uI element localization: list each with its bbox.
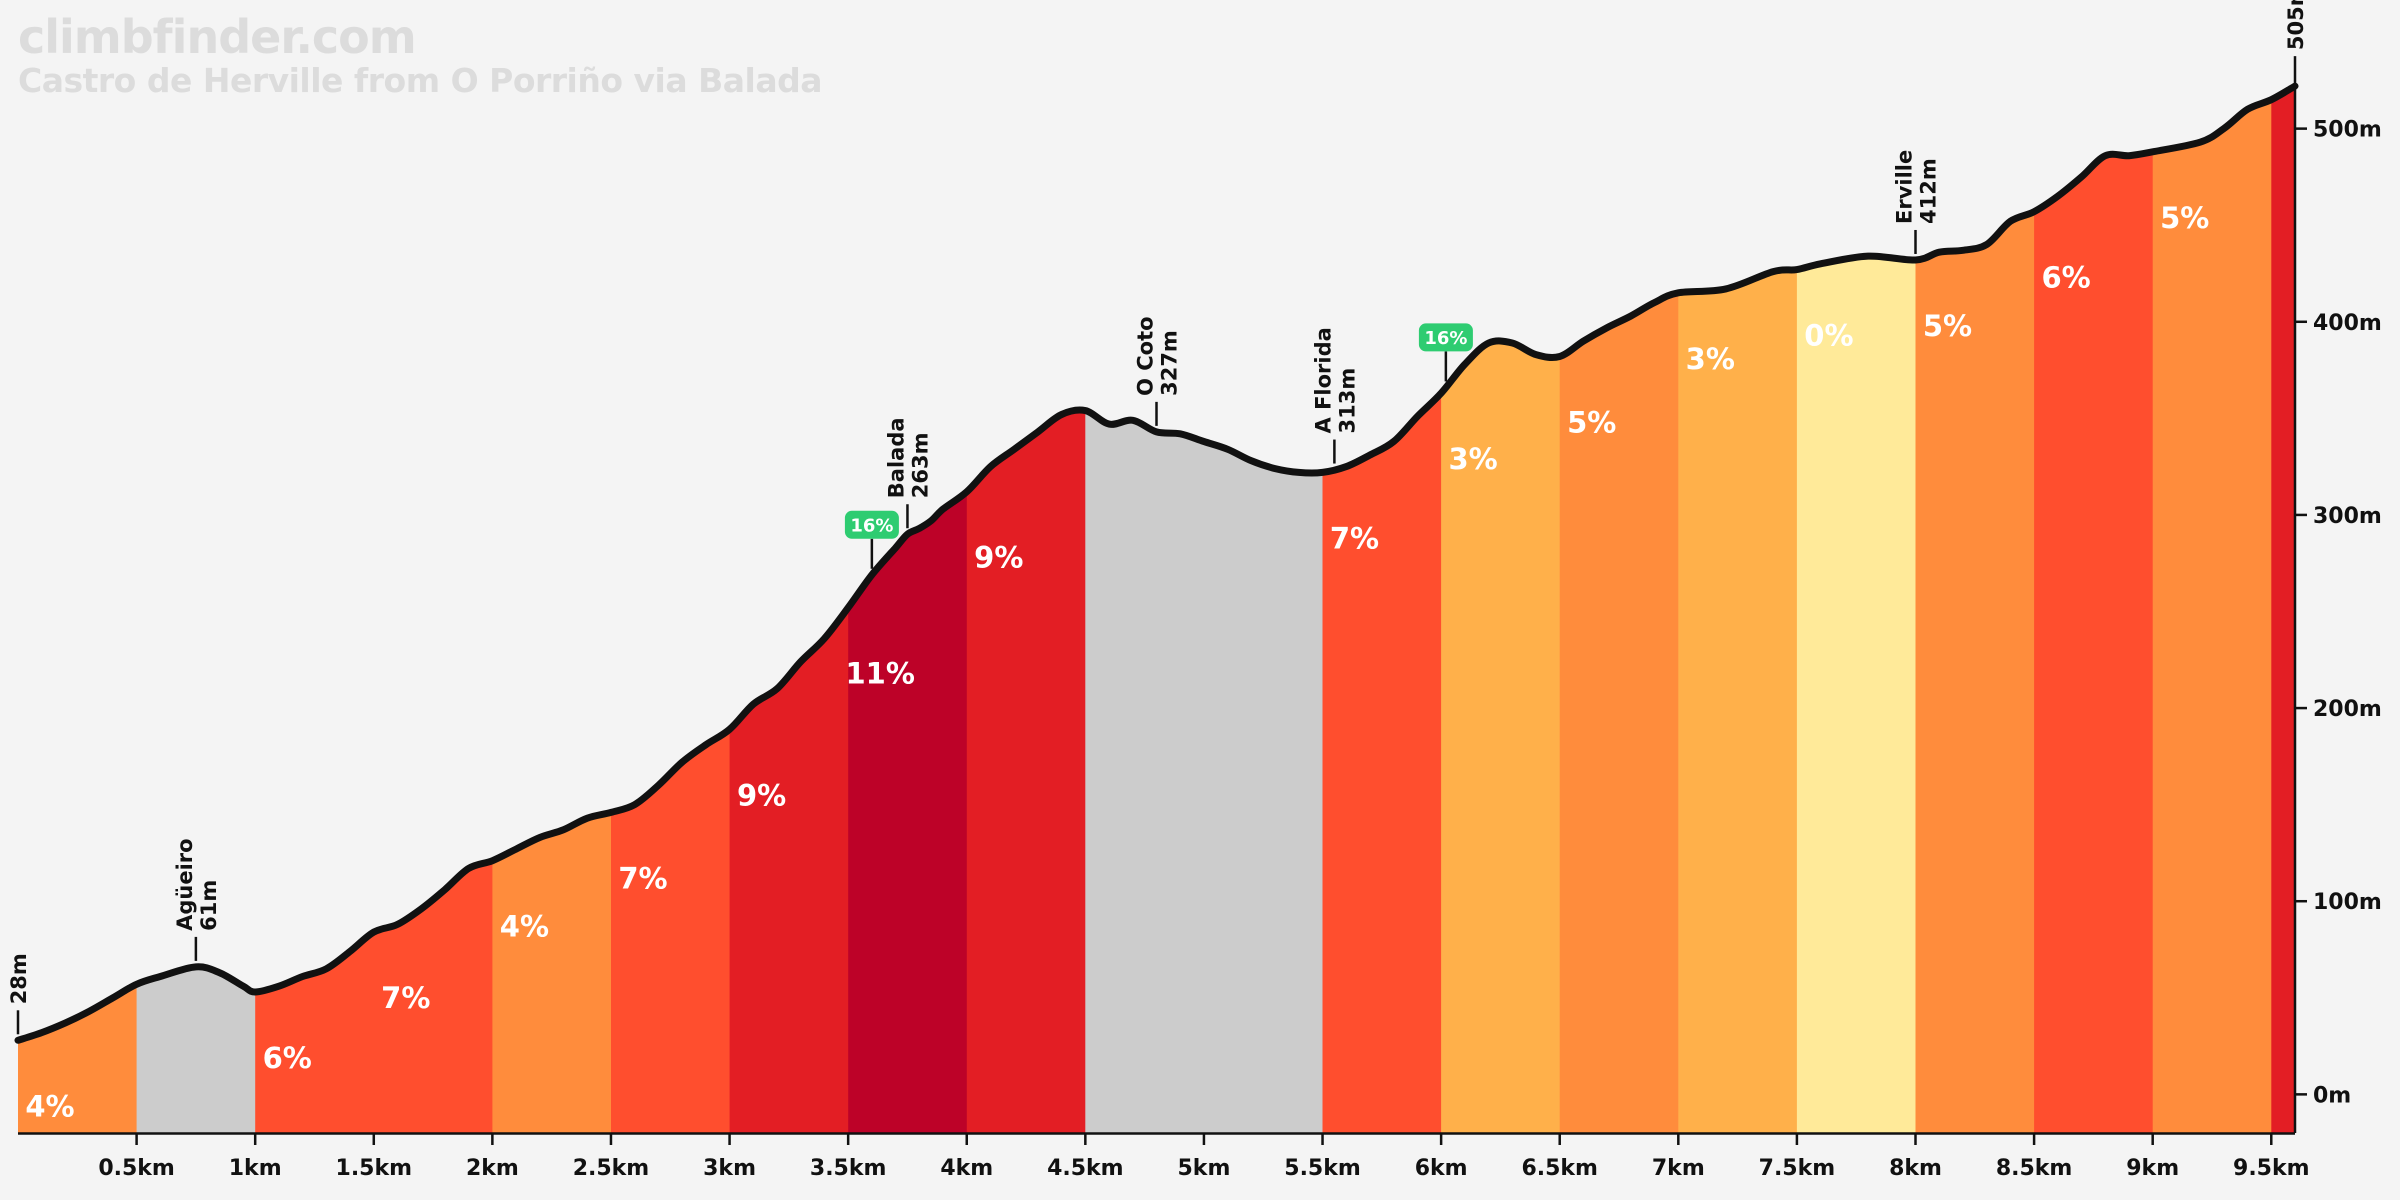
grade-labels: 4% 6% 7% 4% 7% 9% 11% 9% 7% 3% 5% 3% 0% 5% 6% 5% — [25, 201, 2209, 1124]
waypoint-label: Balada 263m — [885, 417, 933, 498]
waypoint-label: O Coto 327m — [1134, 316, 1182, 395]
waypoint-label: Agüeiro 61m — [173, 838, 221, 930]
profile-line — [14, 82, 2299, 1044]
x-tick-label: 3.5km — [810, 1156, 887, 1181]
x-tick-label: 4km — [940, 1156, 993, 1181]
x-tick-label: 2.5km — [573, 1156, 650, 1181]
grade-label-18: 5% — [2160, 201, 2209, 235]
waypoint-name: Erville — [1893, 150, 1917, 224]
grade-label-3: 6% — [263, 1041, 312, 1075]
x-tick-label: 4.5km — [1047, 1156, 1124, 1181]
grade-label-14: 3% — [1686, 342, 1735, 376]
x-tick-label: 1km — [229, 1156, 282, 1181]
x-tick-label: 5.5km — [1284, 1156, 1361, 1181]
grade-segment-16 — [1915, 86, 2035, 1133]
waypoint-name: O Coto — [1134, 316, 1158, 395]
x-tick-label: 7.5km — [1759, 1156, 1836, 1181]
steep-badge-label: 16% — [1424, 328, 1467, 349]
y-tick-label: 500m — [2313, 118, 2382, 143]
waypoint-elevation: 412m — [1917, 158, 1941, 224]
grade-label-12: 3% — [1448, 442, 1497, 476]
x-tick-label: 5km — [1178, 1156, 1231, 1181]
waypoint-elevation: 327m — [1158, 330, 1182, 396]
waypoint-label: 28m — [7, 953, 31, 1004]
grade-label-13: 5% — [1567, 406, 1616, 440]
x-tick-label: 2km — [466, 1156, 519, 1181]
grade-label-5: 4% — [500, 910, 549, 944]
steep-badges: 16% 16% — [844, 323, 1473, 569]
y-tick-label: 300m — [2313, 504, 2382, 529]
grade-segment-2 — [136, 86, 256, 1133]
x-tick-label: 9km — [2126, 1156, 2179, 1181]
x-tick-label: 0.5km — [98, 1156, 175, 1181]
waypoints: 28m Agüeiro 61m Balada 263m O Coto 327m A Flori… — [7, 0, 2308, 1035]
grade-segment-6 — [611, 86, 731, 1133]
steep-badge-label: 16% — [850, 515, 893, 536]
grade-segment-1 — [18, 86, 138, 1133]
waypoint-label: 505m — [2284, 0, 2308, 50]
axes: 0.5km 1km 1.5km 2km 2.5km 3km 3.5km 4km 4.5km 5km… — [18, 80, 2382, 1181]
grade-segment-5 — [492, 86, 612, 1133]
x-tick-label: 8.5km — [1996, 1156, 2073, 1181]
grade-segment-4 — [373, 86, 493, 1133]
grade-segment-9 — [966, 86, 1086, 1133]
x-tick-label: 1.5km — [336, 1156, 413, 1181]
grade-segment-19 — [2271, 86, 2295, 1133]
grade-segment-11 — [1322, 86, 1442, 1133]
grade-segment-15 — [1796, 86, 1917, 1133]
grade-label-7: 9% — [737, 778, 786, 812]
waypoint-name: Agüeiro — [173, 838, 197, 930]
grade-label-1: 4% — [25, 1089, 74, 1123]
waypoint-label: A Florida 313m — [1311, 327, 1359, 433]
y-tick-label: 0m — [2313, 1083, 2351, 1108]
y-tick-label: 200m — [2313, 697, 2382, 722]
grade-label-17: 6% — [2041, 261, 2090, 295]
grade-label-15: 0% — [1804, 319, 1853, 353]
waypoint-elevation: 61m — [197, 880, 221, 931]
grade-segment-13 — [1559, 86, 1679, 1133]
waypoint-elevation: 263m — [909, 432, 933, 498]
grade-segment-10 — [1085, 86, 1324, 1133]
grade-label-8: 11% — [845, 657, 914, 691]
grade-label-6: 7% — [618, 861, 667, 895]
waypoint-elevation: 28m — [7, 953, 31, 1004]
y-tick-label: 400m — [2313, 311, 2382, 336]
waypoint-label: Erville 412m — [1893, 150, 1941, 224]
grade-label-4: 7% — [381, 981, 430, 1015]
steep-badge — [1418, 323, 1473, 352]
climb-title: Castro de Herville from O Porriño via Ba… — [18, 61, 822, 100]
waypoint-elevation: 313m — [1335, 368, 1359, 434]
waypoint-elevation: 505m — [2284, 0, 2308, 50]
grade-segment-8 — [848, 86, 968, 1133]
x-tick-label: 6.5km — [1521, 1156, 1598, 1181]
grade-segment-12 — [1441, 86, 1561, 1133]
grade-segment-17 — [2034, 86, 2154, 1133]
x-tick-label: 3km — [703, 1156, 756, 1181]
waypoint-name: A Florida — [1311, 327, 1335, 433]
grade-label-9: 9% — [974, 541, 1023, 575]
grade-label-16: 5% — [1923, 309, 1972, 343]
steep-badge — [844, 510, 899, 539]
waypoint-name: Balada — [885, 417, 909, 498]
x-tick-label: 9.5km — [2233, 1156, 2310, 1181]
x-tick-label: 7km — [1652, 1156, 1705, 1181]
grade-segment-18 — [2152, 86, 2272, 1133]
y-tick-label: 100m — [2313, 890, 2382, 915]
site-brand: climbfinder.com — [18, 10, 417, 64]
grade-segment-14 — [1678, 86, 1798, 1133]
grade-label-11: 7% — [1330, 521, 1379, 555]
x-tick-label: 6km — [1415, 1156, 1468, 1181]
grade-segments — [18, 86, 2295, 1133]
grade-segment-7 — [729, 86, 849, 1133]
x-tick-label: 8km — [1889, 1156, 1942, 1181]
